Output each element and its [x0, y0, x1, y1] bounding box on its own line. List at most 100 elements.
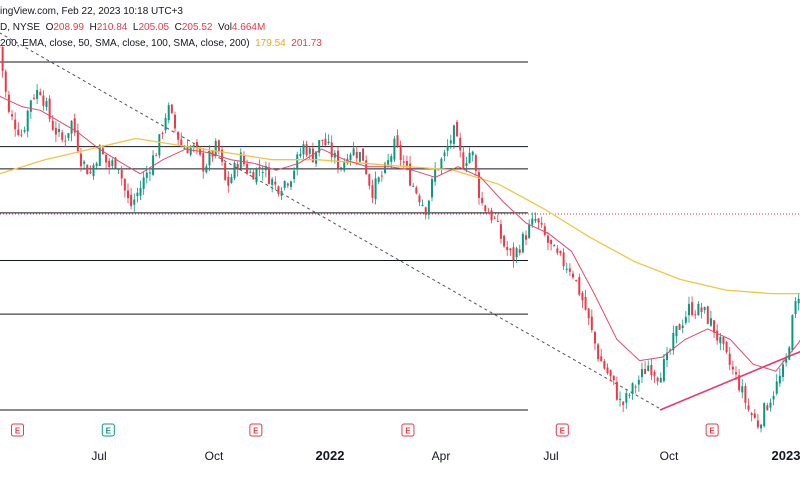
- candle-body: [161, 133, 164, 135]
- candle-body: [409, 163, 412, 186]
- candle-body: [634, 386, 637, 388]
- candle-body: [782, 364, 785, 377]
- candle-body: [123, 179, 126, 191]
- ema50-line[interactable]: [0, 95, 800, 372]
- indicator-line: 200, EMA, close, 50, SMA, close, 100, SM…: [0, 38, 322, 49]
- candle-body: [405, 161, 408, 166]
- candle-body: [349, 154, 352, 160]
- candles: [0, 46, 800, 433]
- candle-body: [546, 235, 549, 243]
- candle-body: [255, 168, 258, 183]
- candle-body: [775, 381, 778, 394]
- candle-body: [659, 377, 662, 383]
- h-label: H: [89, 22, 97, 33]
- earnings-marker-label: E: [15, 427, 21, 436]
- candle-body: [581, 293, 584, 301]
- candle-body: [205, 166, 208, 173]
- volume-value: 4.664M: [231, 22, 266, 33]
- candle-body: [73, 118, 76, 133]
- candle-body: [694, 314, 697, 316]
- candle-body: [446, 146, 449, 151]
- candle-body: [98, 145, 101, 166]
- candle-body: [691, 302, 694, 315]
- x-tick-label: Oct: [660, 449, 679, 463]
- candle-body: [794, 301, 797, 314]
- candle-body: [371, 185, 374, 198]
- candle-body: [105, 154, 108, 163]
- candle-body: [158, 134, 161, 156]
- candle-body: [772, 395, 775, 400]
- candle-body: [750, 413, 753, 416]
- candle-body: [462, 152, 465, 169]
- candle-body: [459, 137, 462, 151]
- candle-body: [315, 151, 318, 164]
- candle-body: [471, 151, 474, 156]
- candle-body: [76, 130, 79, 152]
- x-tick-label: Jul: [91, 449, 106, 463]
- candle-body: [195, 142, 198, 148]
- candle-body: [32, 97, 35, 99]
- candle-body: [120, 170, 123, 179]
- candle-body: [678, 324, 681, 330]
- candle-body: [590, 316, 593, 330]
- earnings-marker[interactable]: E: [555, 423, 569, 437]
- candle-body: [396, 135, 399, 147]
- x-tick-label: Oct: [205, 449, 224, 463]
- candle-body: [246, 164, 249, 174]
- candle-body: [67, 133, 70, 139]
- candle-body: [327, 141, 330, 144]
- candle-body: [79, 153, 82, 167]
- candle-body: [233, 162, 236, 179]
- candle-body: [653, 371, 656, 376]
- earnings-marker[interactable]: E: [705, 423, 719, 437]
- vol-label: Vol: [218, 22, 232, 33]
- dotted-resistance-trendline[interactable]: [0, 32, 663, 411]
- earnings-marker[interactable]: E: [249, 423, 263, 437]
- candle-body: [155, 155, 158, 157]
- candle-body: [202, 153, 205, 172]
- candle-body: [280, 190, 283, 196]
- candle-body: [506, 247, 509, 250]
- earnings-marker[interactable]: E: [101, 423, 115, 437]
- candle-body: [681, 325, 684, 328]
- candle-body: [706, 306, 709, 324]
- candle-body: [537, 218, 540, 223]
- candle-body: [167, 105, 170, 121]
- candle-body: [612, 375, 615, 381]
- earnings-marker-label: E: [709, 427, 715, 436]
- candle-body: [208, 151, 211, 166]
- x-tick-label: 2023: [772, 448, 800, 463]
- candle-body: [481, 197, 484, 203]
- candle-body: [305, 144, 308, 156]
- candle-body: [89, 171, 92, 173]
- candle-body: [174, 114, 177, 129]
- candle-body: [449, 140, 452, 144]
- candle-body: [180, 139, 183, 147]
- sma200-line[interactable]: [0, 137, 800, 295]
- candle-body: [368, 174, 371, 186]
- earnings-marker-label: E: [106, 427, 112, 436]
- candle-body: [330, 142, 333, 157]
- candle-body: [264, 165, 267, 171]
- candle-body: [443, 152, 446, 157]
- candle-body: [236, 163, 239, 169]
- candle-body: [374, 178, 377, 200]
- candle-body: [377, 177, 380, 182]
- candle-body: [164, 117, 167, 131]
- earnings-marker-box: [705, 423, 719, 437]
- x-tick-label: Apr: [432, 449, 451, 463]
- candle-body: [399, 144, 402, 161]
- candle-body: [512, 247, 515, 261]
- candle-body: [713, 320, 716, 333]
- candle-body: [722, 337, 725, 344]
- candle-body: [738, 375, 741, 391]
- candle-body: [277, 186, 280, 195]
- candle-body: [593, 331, 596, 344]
- candle-body: [700, 307, 703, 313]
- earnings-marker[interactable]: E: [11, 423, 24, 437]
- earnings-marker[interactable]: E: [401, 423, 415, 437]
- candle-body: [760, 424, 763, 429]
- candle-body: [647, 365, 650, 372]
